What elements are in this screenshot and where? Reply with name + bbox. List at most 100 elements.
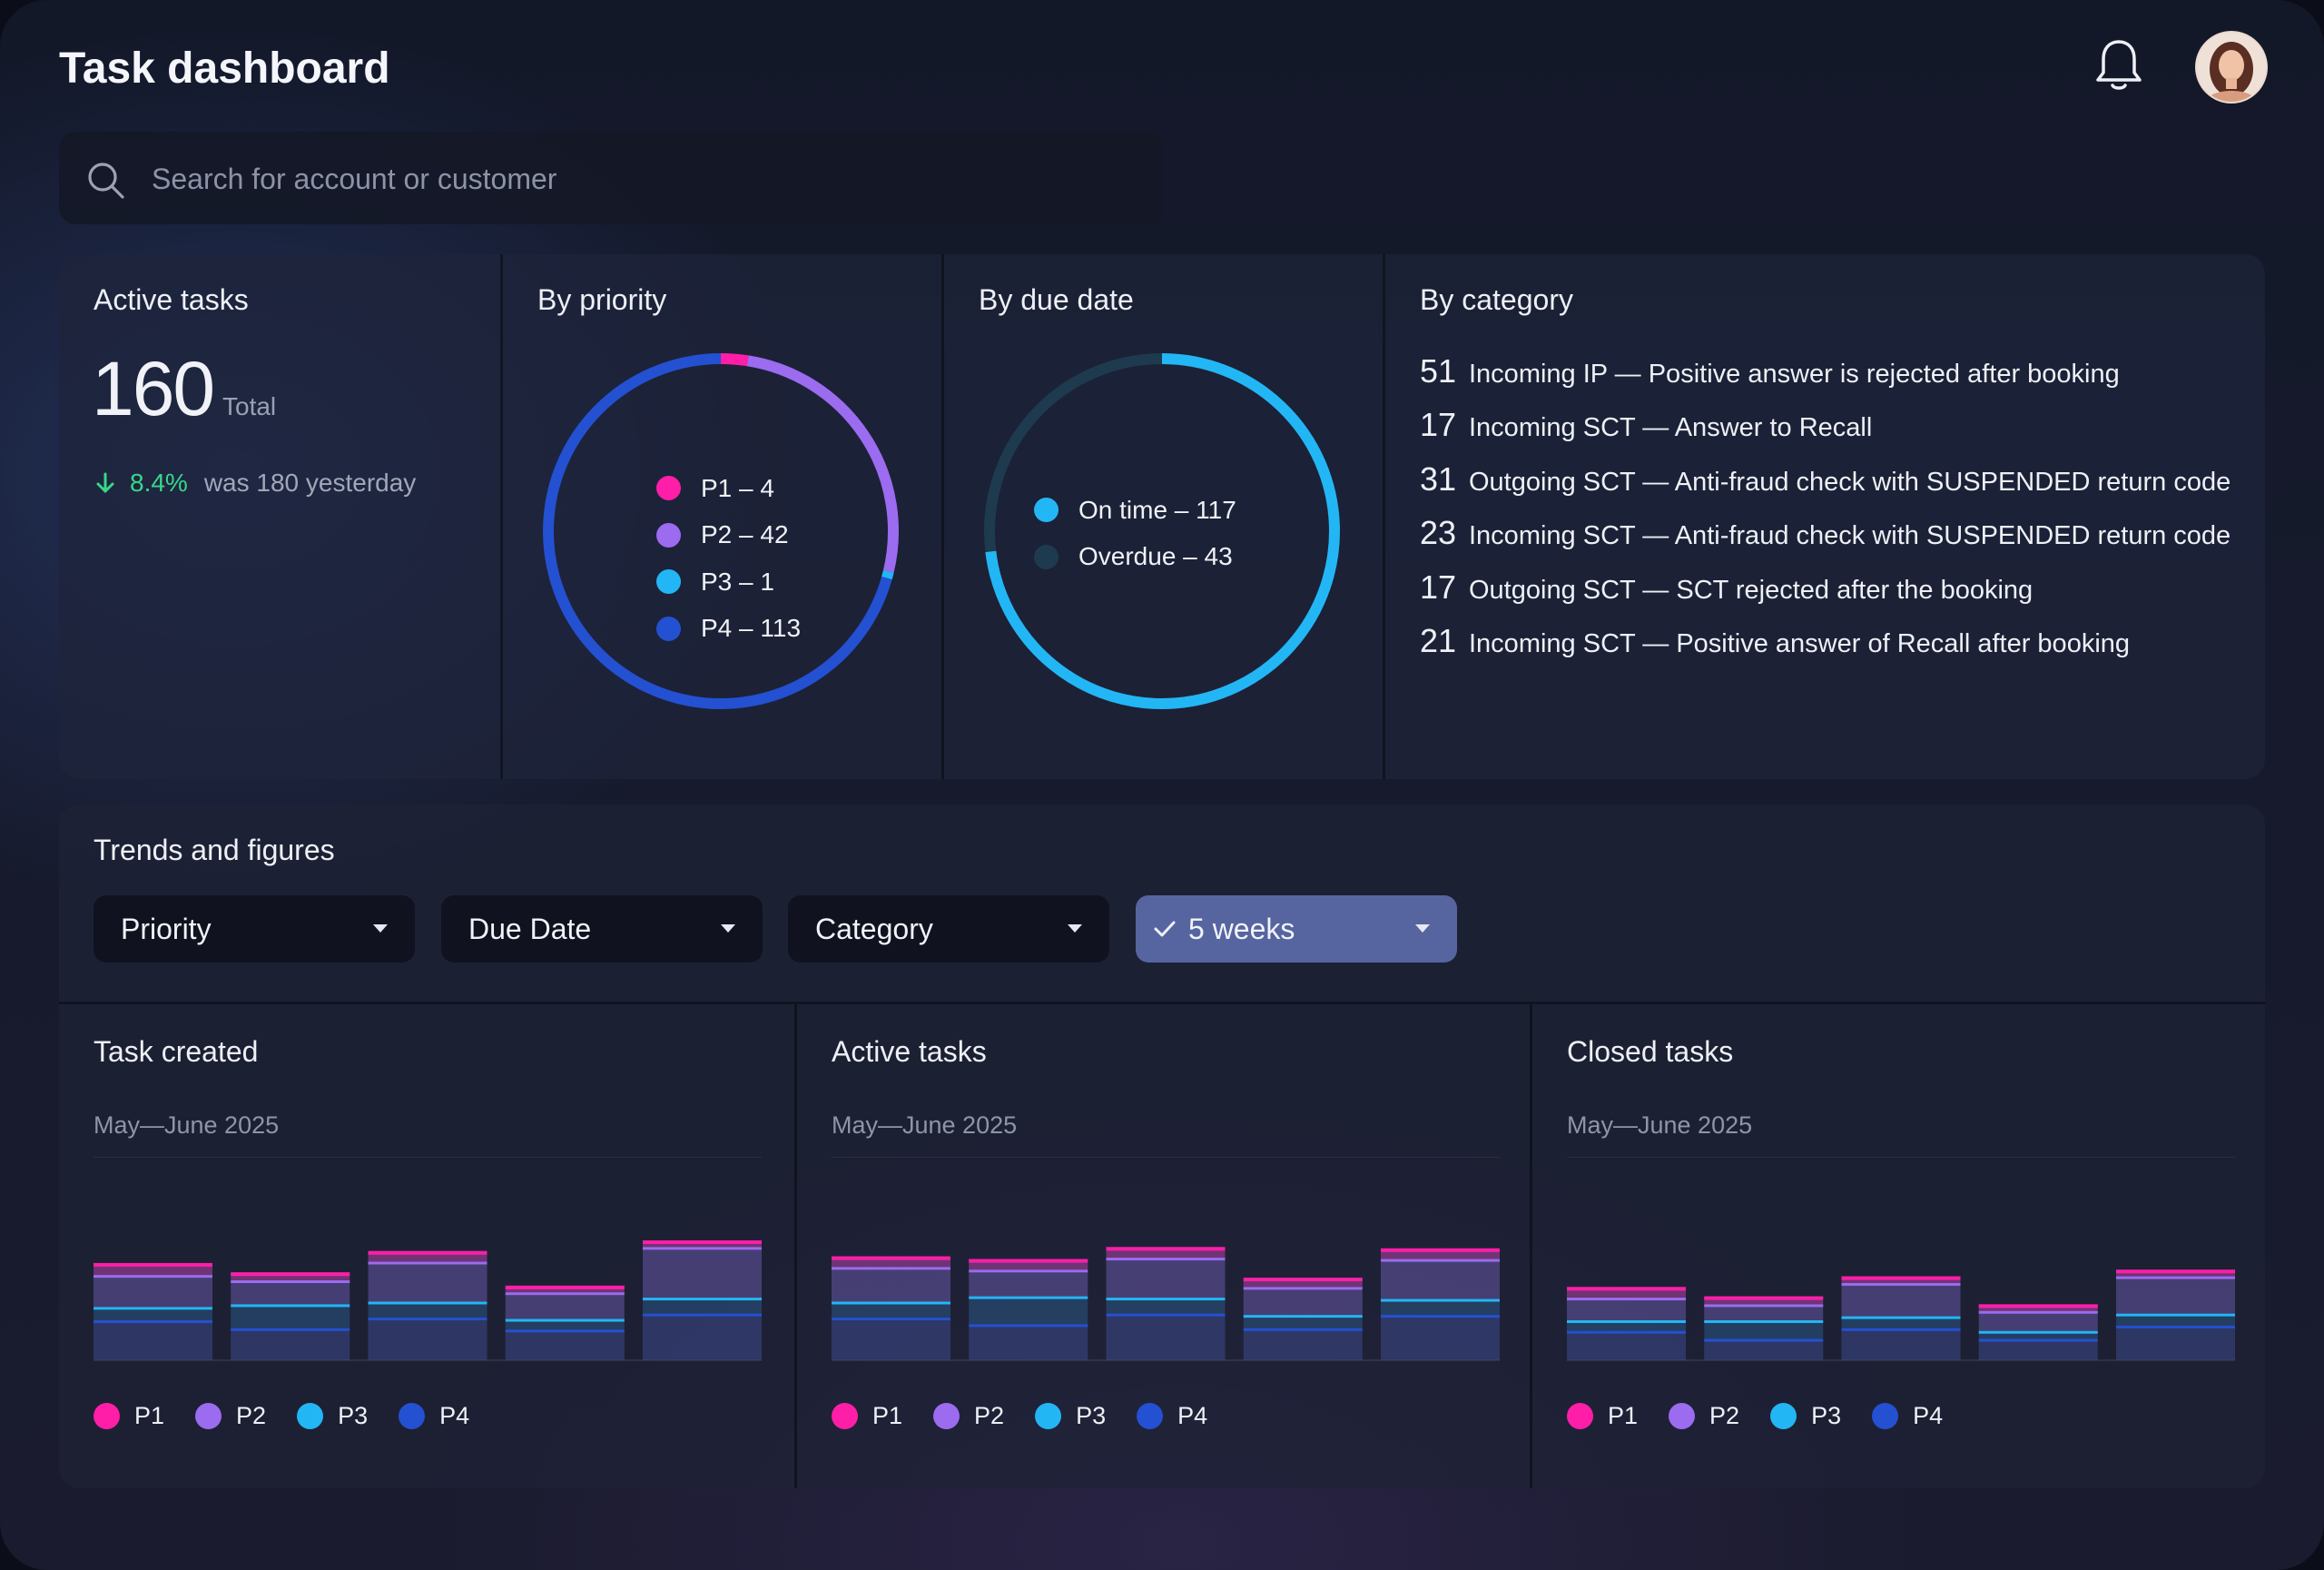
check-icon <box>1154 921 1176 937</box>
bar-edge-p1 <box>2116 1269 2235 1274</box>
task-created-chart <box>94 1157 762 1361</box>
bar-edge-p2 <box>94 1275 212 1279</box>
legend-item-p3: P3 <box>297 1402 368 1430</box>
avatar[interactable] <box>2195 31 2268 104</box>
due-legend-item: On time – 117 <box>1034 487 1236 534</box>
bar-edge-p1 <box>368 1250 487 1255</box>
legend-label: P1 <box>1608 1402 1639 1429</box>
bar-segment-p3 <box>1978 1330 2098 1339</box>
bar-edge-p3 <box>969 1296 1088 1299</box>
bar-edge-p4 <box>231 1328 350 1331</box>
by-category-card: By category 51 Incoming IP — Positive ans… <box>1383 254 2265 779</box>
by-priority-card: By priority P1 – 4 P2 – 42 P3 – 1 P4 – 113 <box>500 254 944 779</box>
search-input[interactable] <box>150 132 1134 226</box>
chart-legend: P1 P2 P3 P4 <box>1567 1402 1943 1430</box>
bar-edge-p2 <box>643 1247 762 1250</box>
bar-segment-p2 <box>1841 1282 1961 1317</box>
legend-label: P2 <box>1709 1402 1740 1429</box>
by-priority-title: By priority <box>537 283 667 316</box>
legend-item-p1: P1 <box>1567 1402 1638 1430</box>
category-filter-dropdown[interactable]: Category <box>788 895 1109 963</box>
priority-legend: P1 – 4 P2 – 42 P3 – 1 P4 – 113 <box>656 465 801 652</box>
legend-dot <box>1770 1403 1797 1429</box>
chart-legend: P1 P2 P3 P4 <box>832 1402 1207 1430</box>
bar-edge-p2 <box>1381 1259 1500 1262</box>
search-icon <box>88 163 124 199</box>
bar-segment-p4 <box>1704 1338 1824 1360</box>
category-row: 23 Incoming SCT — Anti-fraud check with S… <box>1420 514 2230 568</box>
bar-segment-p3 <box>2116 1313 2235 1326</box>
bar-edge-p4 <box>1106 1313 1226 1317</box>
bar-segment-p2 <box>1106 1258 1226 1298</box>
bar-segment-p2 <box>832 1267 950 1302</box>
bar-segment-p4 <box>969 1324 1088 1360</box>
bar-segment-p4 <box>1243 1328 1363 1360</box>
legend-label: Overdue – 43 <box>1078 542 1233 571</box>
active-tasks-title: Active tasks <box>94 283 249 316</box>
bar-edge-p3 <box>1978 1330 2098 1334</box>
bar-segment-p2 <box>1381 1259 1500 1299</box>
bar-segment-p3 <box>1704 1320 1824 1339</box>
avatar-portrait-icon <box>2197 33 2266 102</box>
caret-down-icon <box>721 924 735 933</box>
bar-segment-p3 <box>505 1318 625 1330</box>
legend-label: P3 <box>1811 1402 1842 1429</box>
bar-segment-p1 <box>368 1250 487 1262</box>
bar-edge-p4 <box>94 1320 212 1323</box>
by-due-date-card: By due date On time – 117 Overdue – 43 <box>941 254 1385 779</box>
bar-edge-p1 <box>832 1256 950 1260</box>
bar-segment-p4 <box>94 1320 212 1360</box>
legend-label: P1 <box>134 1402 165 1429</box>
bar-edge-p3 <box>231 1304 350 1308</box>
closed-tasks-panel: Closed tasks May—June 2025 P1 P2 P3 P4 <box>1530 1004 2265 1488</box>
category-count: 51 <box>1420 352 1457 390</box>
legend-item-p2: P2 <box>195 1402 266 1430</box>
bar-edge-p4 <box>1841 1328 1961 1331</box>
bell-icon[interactable] <box>2093 36 2144 93</box>
search-bar[interactable] <box>59 132 1164 226</box>
legend-dot <box>195 1403 222 1429</box>
active-tasks-panel: Active tasks May—June 2025 P1 P2 P3 P4 <box>794 1004 1532 1488</box>
category-row: 31 Outgoing SCT — Anti-fraud check with S… <box>1420 460 2230 514</box>
period-filter-dropdown[interactable]: 5 weeks <box>1136 895 1457 963</box>
due-date-filter-dropdown[interactable]: Due Date <box>441 895 763 963</box>
trends-divider <box>59 1002 2265 1004</box>
bar-segment-p4 <box>1841 1328 1961 1360</box>
bar-edge-p1 <box>1106 1247 1226 1251</box>
bar-edge-p2 <box>1567 1298 1686 1301</box>
bar-segment-p3 <box>969 1296 1088 1325</box>
bar-edge-p2 <box>368 1261 487 1265</box>
legend-dot <box>94 1403 120 1429</box>
bar-edge-p3 <box>1243 1315 1363 1318</box>
priority-filter-dropdown[interactable]: Priority <box>94 895 415 963</box>
priority-legend-item: P2 – 42 <box>656 512 801 559</box>
bar-segment-p1 <box>969 1259 1088 1270</box>
legend-label: P4 – 113 <box>701 614 802 643</box>
bar-edge-p3 <box>1106 1298 1226 1301</box>
bar-segment-p2 <box>2116 1276 2235 1314</box>
category-row: 17 Outgoing SCT — SCT rejected after the … <box>1420 568 2230 622</box>
legend-dot <box>832 1403 858 1429</box>
bar-segment-p4 <box>1567 1330 1686 1360</box>
due-legend-item: Overdue – 43 <box>1034 534 1236 581</box>
bar-segment-p2 <box>505 1292 625 1319</box>
bar-segment-p1 <box>1704 1296 1824 1305</box>
legend-item-p4: P4 <box>399 1402 469 1430</box>
bar-edge-p4 <box>969 1324 1088 1328</box>
category-count: 17 <box>1420 568 1457 606</box>
by-due-date-title: By due date <box>979 283 1134 316</box>
bar-edge-p1 <box>1978 1304 2098 1308</box>
filter-label: Priority <box>121 912 212 945</box>
chart-title: Active tasks <box>832 1035 987 1068</box>
bar-edge-p2 <box>231 1280 350 1283</box>
closed-tasks-chart <box>1567 1157 2235 1361</box>
legend-item-p4: P4 <box>1872 1402 1943 1430</box>
bar-edge-p2 <box>832 1267 950 1270</box>
chart-period: May—June 2025 <box>94 1111 280 1139</box>
priority-segment-3 <box>543 353 892 709</box>
category-text: Incoming SCT — Anti-fraud check with SUS… <box>1469 521 2231 551</box>
filter-label: Category <box>815 912 933 945</box>
bar-segment-p3 <box>1243 1315 1363 1328</box>
chart-period: May—June 2025 <box>1567 1111 1753 1139</box>
